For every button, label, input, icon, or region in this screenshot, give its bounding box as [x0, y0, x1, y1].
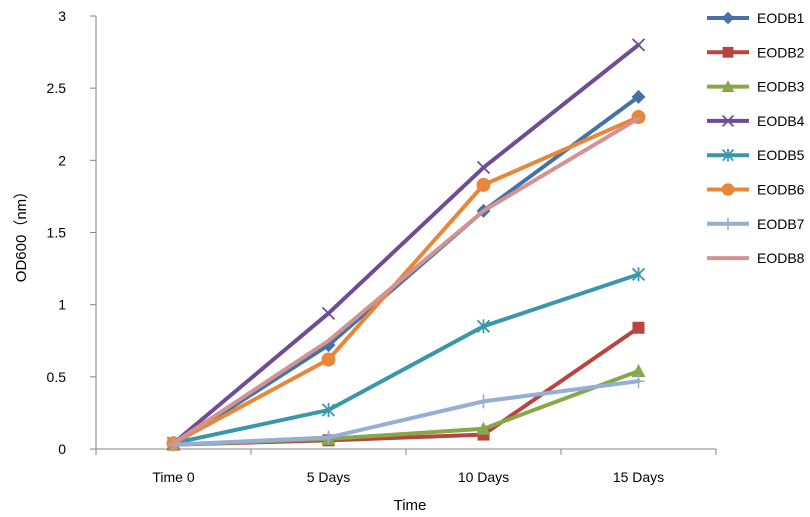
legend-entry: EODB4: [707, 113, 805, 129]
data-point: [321, 352, 336, 367]
data-point: [632, 374, 645, 389]
data-point: [321, 403, 336, 418]
y-tick-label: 2: [58, 152, 66, 168]
legend-label: EODB6: [757, 182, 805, 198]
y-tick-label: 2.5: [47, 80, 67, 96]
x-tick-label: Time 0: [152, 469, 194, 485]
legend-marker: [722, 46, 734, 58]
legend-entry: EODB2: [707, 44, 805, 60]
data-point: [476, 177, 491, 192]
legend: EODB1 EODB2 EODB3 EODB4 EODB5 EODB6 EODB7 EODB8: [707, 10, 805, 266]
legend-label: EODB4: [757, 113, 805, 129]
series-line: [171, 379, 641, 447]
x-ticks: Time 0 5 Days 10 Days 15 Days: [95, 449, 717, 485]
legend-marker: [721, 11, 735, 25]
legend-entry: EODB5: [707, 147, 805, 163]
series-line: [171, 115, 641, 446]
data-point: [477, 394, 490, 409]
data-point: [631, 89, 646, 104]
y-tick-label: 0: [58, 441, 66, 457]
legend-marker: [721, 80, 735, 92]
legend-label: EODB7: [757, 216, 805, 232]
data-point: [476, 160, 491, 175]
legend-label: EODB2: [757, 44, 805, 60]
x-tick-label: 10 Days: [458, 469, 509, 485]
legend-marker: [721, 148, 735, 162]
x-axis-title: Time: [394, 497, 427, 514]
y-axis-title: OD600（nm）: [13, 184, 30, 282]
data-point: [632, 321, 645, 334]
data-point: [322, 430, 335, 445]
series-eodb8: [171, 116, 641, 446]
legend-marker: [722, 217, 734, 231]
legend-entry: EODB3: [707, 79, 805, 95]
legend-label: EODB3: [757, 79, 805, 95]
y-ticks: 0 0.5 1 1.5 2 2.5 3: [47, 8, 96, 457]
legend-marker: [721, 183, 735, 196]
legend-entry: EODB7: [707, 216, 805, 232]
y-tick-label: 1.5: [47, 225, 67, 241]
legend-marker: [721, 114, 735, 127]
legend-entry: EODB8: [707, 250, 805, 266]
x-tick-label: 5 Days: [307, 469, 351, 485]
data-point: [631, 38, 646, 52]
x-tick-label: 15 Days: [613, 469, 664, 485]
series-line: [171, 272, 641, 446]
legend-label: EODB1: [757, 10, 805, 26]
legend-entry: EODB6: [707, 182, 805, 198]
series-line: [171, 116, 641, 446]
y-tick-label: 0.5: [47, 369, 67, 385]
series-eodb5: [166, 267, 646, 451]
data-point: [631, 364, 646, 378]
legend-entry: EODB1: [707, 10, 805, 26]
legend-label: EODB5: [757, 147, 805, 163]
data-point: [476, 421, 491, 435]
series-eodb6: [166, 110, 646, 451]
data-point: [476, 319, 491, 334]
y-tick-label: 3: [58, 8, 66, 24]
series-layer: [166, 38, 646, 452]
series-line: [171, 42, 641, 446]
y-tick-label: 1: [58, 297, 66, 313]
legend-label: EODB8: [757, 250, 805, 266]
data-point: [631, 267, 646, 282]
series-eodb4: [166, 38, 646, 450]
data-point: [321, 306, 336, 320]
series-line: [171, 369, 641, 447]
